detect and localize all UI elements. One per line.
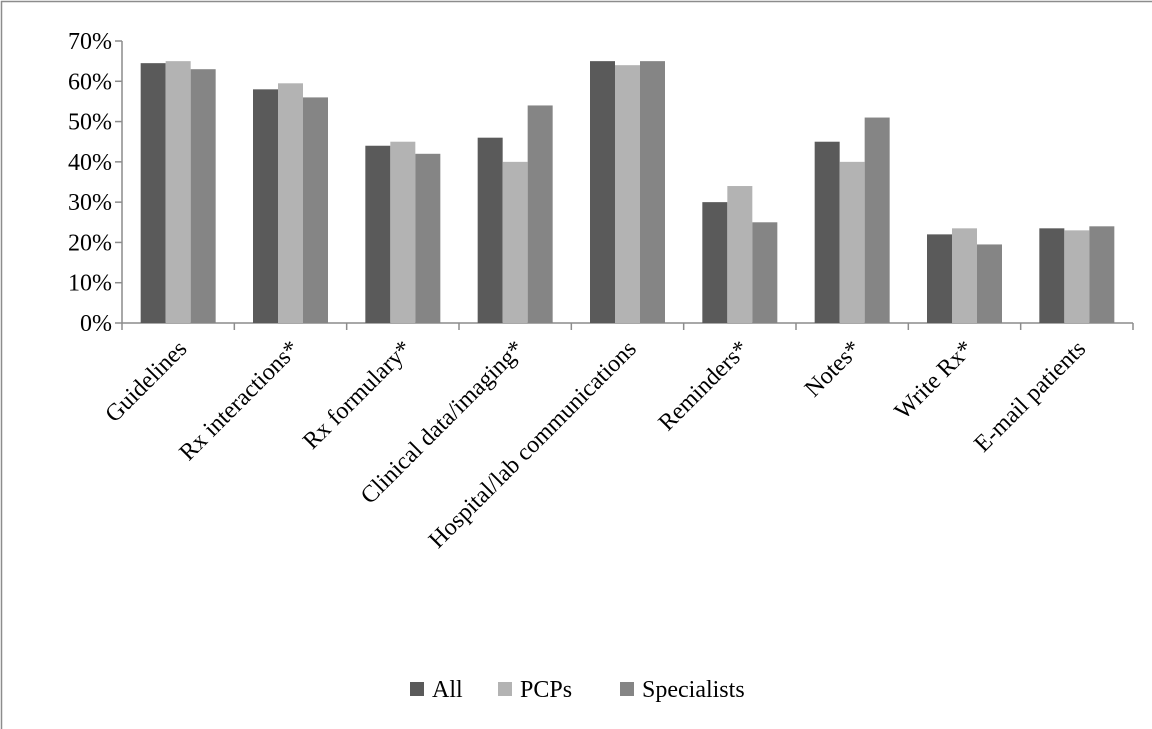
bar-all	[927, 234, 952, 323]
bar-specialists	[527, 105, 553, 323]
bar-all	[365, 145, 391, 323]
bar-specialists	[190, 69, 216, 323]
y-tick-label: 60%	[68, 69, 112, 95]
bar-pcps	[502, 161, 528, 323]
y-tick-label: 10%	[68, 271, 112, 297]
bar-pcps	[1064, 230, 1090, 323]
bar-specialists	[864, 117, 890, 324]
category-label: Write Rx*	[890, 336, 979, 425]
legend-swatch-specialists	[620, 682, 634, 696]
category-label: Rx interactions*	[175, 336, 305, 466]
y-tick-label: 40%	[68, 150, 112, 176]
bar-pcps	[278, 83, 303, 323]
bar-all	[814, 141, 840, 323]
category-label: E-mail patients	[969, 336, 1091, 458]
category-label: Hospital/lab communications	[424, 336, 642, 554]
legend-swatch-pcps	[498, 682, 512, 696]
y-tick-label: 20%	[68, 230, 112, 256]
bar-specialists	[303, 97, 328, 324]
bar-specialists	[977, 244, 1002, 323]
legend-label-all: All	[432, 677, 463, 703]
y-tick-label: 70%	[68, 29, 112, 55]
bar-pcps	[165, 61, 191, 324]
bar-specialists	[752, 222, 778, 323]
bar-pcps	[615, 65, 640, 324]
bars	[140, 61, 1115, 324]
bar-pcps	[952, 228, 977, 323]
bar-pcps	[839, 161, 865, 323]
y-tick-label: 0%	[80, 311, 112, 337]
y-tick-label: 30%	[68, 190, 112, 216]
legend-label-specialists: Specialists	[642, 677, 745, 703]
bar-specialists	[415, 153, 441, 323]
y-tick-label: 50%	[68, 110, 112, 136]
bar-pcps	[390, 141, 416, 323]
bar-specialists	[1089, 226, 1115, 323]
bar-specialists	[640, 61, 665, 324]
category-label: Reminders*	[654, 336, 754, 436]
legend-label-pcps: PCPs	[520, 677, 572, 703]
bar-all	[1039, 228, 1065, 323]
bar-all	[702, 202, 728, 323]
category-label: Notes*	[800, 336, 866, 402]
legend: All PCPs Specialists	[410, 677, 745, 703]
bar-all	[590, 61, 615, 324]
category-label: Guidelines	[100, 336, 192, 428]
category-label: Rx formulary*	[298, 336, 417, 455]
bar-pcps	[727, 186, 753, 323]
legend-swatch-all	[410, 682, 424, 696]
bar-all	[253, 89, 278, 323]
bar-all	[477, 137, 503, 323]
bar-all	[140, 63, 166, 324]
